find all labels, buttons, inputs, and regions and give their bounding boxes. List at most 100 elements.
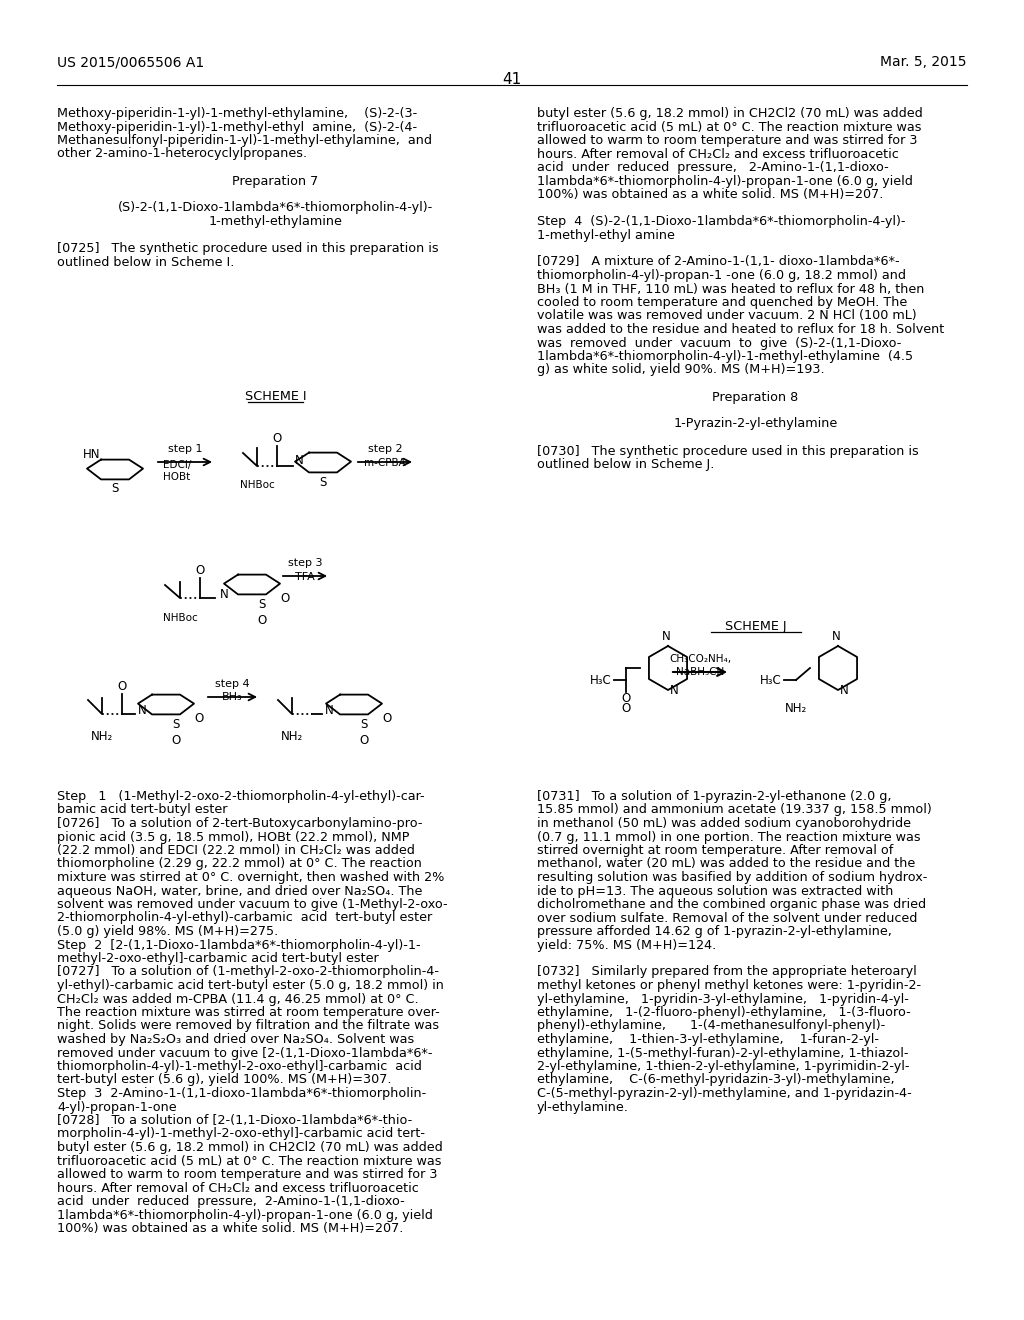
- Text: in methanol (50 mL) was added sodium cyanoborohydride: in methanol (50 mL) was added sodium cya…: [537, 817, 911, 830]
- Text: BH₃ (1 M in THF, 110 mL) was heated to reflux for 48 h, then: BH₃ (1 M in THF, 110 mL) was heated to r…: [537, 282, 925, 296]
- Text: O: O: [382, 711, 391, 725]
- Text: [0732]   Similarly prepared from the appropriate heteroaryl: [0732] Similarly prepared from the appro…: [537, 965, 916, 978]
- Text: methyl ketones or phenyl methyl ketones were: 1-pyridin-2-: methyl ketones or phenyl methyl ketones …: [537, 979, 922, 993]
- Text: Preparation 8: Preparation 8: [713, 391, 799, 404]
- Text: [0725]   The synthetic procedure used in this preparation is: [0725] The synthetic procedure used in t…: [57, 242, 438, 255]
- Text: dicholromethane and the combined organic phase was dried: dicholromethane and the combined organic…: [537, 898, 926, 911]
- Text: acid  under  reduced  pressure,  2-Amino-1-(1,1-dioxo-: acid under reduced pressure, 2-Amino-1-(…: [57, 1195, 404, 1208]
- Text: 1-Pyrazin-2-yl-ethylamine: 1-Pyrazin-2-yl-ethylamine: [674, 417, 838, 430]
- Text: NHBoc: NHBoc: [240, 480, 274, 490]
- Text: [0726]   To a solution of 2-tert-Butoxycarbonylamino-pro-: [0726] To a solution of 2-tert-Butoxycar…: [57, 817, 423, 830]
- Text: thiomorpholin-4-yl)-propan-1 -one (6.0 g, 18.2 mmol) and: thiomorpholin-4-yl)-propan-1 -one (6.0 g…: [537, 269, 906, 282]
- Text: pionic acid (3.5 g, 18.5 mmol), HOBt (22.2 mmol), NMP: pionic acid (3.5 g, 18.5 mmol), HOBt (22…: [57, 830, 410, 843]
- Text: methyl-2-oxo-ethyl]-carbamic acid tert-butyl ester: methyl-2-oxo-ethyl]-carbamic acid tert-b…: [57, 952, 379, 965]
- Text: O: O: [622, 701, 631, 714]
- Text: CH₂Cl₂ was added m-CPBA (11.4 g, 46.25 mmol) at 0° C.: CH₂Cl₂ was added m-CPBA (11.4 g, 46.25 m…: [57, 993, 419, 1006]
- Text: O: O: [257, 614, 266, 627]
- Text: EDCI/: EDCI/: [163, 459, 191, 470]
- Text: 1lambda*6*-thiomorpholin-4-yl)-propan-1-one (6.0 g, yield: 1lambda*6*-thiomorpholin-4-yl)-propan-1-…: [57, 1209, 433, 1221]
- Text: bamic acid tert-butyl ester: bamic acid tert-butyl ester: [57, 804, 227, 817]
- Text: 1lambda*6*-thiomorpholin-4-yl)-propan-1-one (6.0 g, yield: 1lambda*6*-thiomorpholin-4-yl)-propan-1-…: [537, 174, 912, 187]
- Text: NaBH₃CN: NaBH₃CN: [676, 667, 724, 677]
- Text: thiomorpholin-4-yl)-1-methyl-2-oxo-ethyl]-carbamic  acid: thiomorpholin-4-yl)-1-methyl-2-oxo-ethyl…: [57, 1060, 422, 1073]
- Text: tert-butyl ester (5.6 g), yield 100%. MS (M+H)=307.: tert-butyl ester (5.6 g), yield 100%. MS…: [57, 1073, 391, 1086]
- Text: TFA: TFA: [295, 572, 314, 582]
- Text: butyl ester (5.6 g, 18.2 mmol) in CH2Cl2 (70 mL) was added: butyl ester (5.6 g, 18.2 mmol) in CH2Cl2…: [537, 107, 923, 120]
- Text: (5.0 g) yield 98%. MS (M+H)=275.: (5.0 g) yield 98%. MS (M+H)=275.: [57, 925, 279, 939]
- Text: stirred overnight at room temperature. After removal of: stirred overnight at room temperature. A…: [537, 843, 893, 857]
- Text: step 3: step 3: [288, 558, 323, 568]
- Text: morpholin-4-yl)-1-methyl-2-oxo-ethyl]-carbamic acid tert-: morpholin-4-yl)-1-methyl-2-oxo-ethyl]-ca…: [57, 1127, 425, 1140]
- Text: was added to the residue and heated to reflux for 18 h. Solvent: was added to the residue and heated to r…: [537, 323, 944, 337]
- Text: S: S: [319, 475, 327, 488]
- Text: ethylamine,    1-thien-3-yl-ethylamine,    1-furan-2-yl-: ethylamine, 1-thien-3-yl-ethylamine, 1-f…: [537, 1034, 879, 1045]
- Text: 1-methyl-ethyl amine: 1-methyl-ethyl amine: [537, 228, 675, 242]
- Text: O: O: [359, 734, 369, 747]
- Text: 1lambda*6*-thiomorpholin-4-yl)-1-methyl-ethylamine  (4.5: 1lambda*6*-thiomorpholin-4-yl)-1-methyl-…: [537, 350, 913, 363]
- Text: other 2-amino-1-heterocyclylpropanes.: other 2-amino-1-heterocyclylpropanes.: [57, 148, 307, 161]
- Text: 2-thiomorpholin-4-yl-ethyl)-carbamic  acid  tert-butyl ester: 2-thiomorpholin-4-yl-ethyl)-carbamic aci…: [57, 912, 432, 924]
- Text: night. Solids were removed by filtration and the filtrate was: night. Solids were removed by filtration…: [57, 1019, 439, 1032]
- Text: over sodium sulfate. Removal of the solvent under reduced: over sodium sulfate. Removal of the solv…: [537, 912, 918, 924]
- Text: Step   1   (1-Methyl-2-oxo-2-thiomorpholin-4-yl-ethyl)-car-: Step 1 (1-Methyl-2-oxo-2-thiomorpholin-4…: [57, 789, 425, 803]
- Text: N: N: [831, 630, 841, 643]
- Text: (0.7 g, 11.1 mmol) in one portion. The reaction mixture was: (0.7 g, 11.1 mmol) in one portion. The r…: [537, 830, 921, 843]
- Text: C-(5-methyl-pyrazin-2-yl)-methylamine, and 1-pyridazin-4-: C-(5-methyl-pyrazin-2-yl)-methylamine, a…: [537, 1086, 911, 1100]
- Text: ide to pH=13. The aqueous solution was extracted with: ide to pH=13. The aqueous solution was e…: [537, 884, 893, 898]
- Text: [0729]   A mixture of 2-Amino-1-(1,1- dioxo-1lambda*6*-: [0729] A mixture of 2-Amino-1-(1,1- diox…: [537, 256, 900, 268]
- Text: yield: 75%. MS (M+H)=124.: yield: 75%. MS (M+H)=124.: [537, 939, 716, 952]
- Text: N: N: [325, 704, 334, 717]
- Text: mixture was stirred at 0° C. overnight, then washed with 2%: mixture was stirred at 0° C. overnight, …: [57, 871, 444, 884]
- Text: H₃C: H₃C: [590, 673, 611, 686]
- Text: O: O: [171, 734, 180, 747]
- Text: butyl ester (5.6 g, 18.2 mmol) in CH2Cl2 (70 mL) was added: butyl ester (5.6 g, 18.2 mmol) in CH2Cl2…: [57, 1140, 442, 1154]
- Text: trifluoroacetic acid (5 mL) at 0° C. The reaction mixture was: trifluoroacetic acid (5 mL) at 0° C. The…: [57, 1155, 441, 1167]
- Text: ethylamine,    C-(6-methyl-pyridazin-3-yl)-methylamine,: ethylamine, C-(6-methyl-pyridazin-3-yl)-…: [537, 1073, 895, 1086]
- Text: BH₃: BH₃: [221, 692, 243, 702]
- Text: N: N: [662, 630, 671, 643]
- Text: outlined below in Scheme I.: outlined below in Scheme I.: [57, 256, 234, 268]
- Text: Methoxy-piperidin-1-yl)-1-methyl-ethylamine,    (S)-2-(3-: Methoxy-piperidin-1-yl)-1-methyl-ethylam…: [57, 107, 417, 120]
- Text: m-CPBA: m-CPBA: [365, 458, 406, 469]
- Text: [0730]   The synthetic procedure used in this preparation is: [0730] The synthetic procedure used in t…: [537, 445, 919, 458]
- Text: 15.85 mmol) and ammonium acetate (19.337 g, 158.5 mmol): 15.85 mmol) and ammonium acetate (19.337…: [537, 804, 932, 817]
- Text: 100%) was obtained as a white solid. MS (M+H)=207.: 100%) was obtained as a white solid. MS …: [57, 1222, 403, 1236]
- Text: allowed to warm to room temperature and was stirred for 3: allowed to warm to room temperature and …: [57, 1168, 437, 1181]
- Text: [0731]   To a solution of 1-pyrazin-2-yl-ethanone (2.0 g,: [0731] To a solution of 1-pyrazin-2-yl-e…: [537, 789, 892, 803]
- Text: step 4: step 4: [215, 678, 249, 689]
- Text: SCHEME J: SCHEME J: [725, 620, 786, 634]
- Text: 100%) was obtained as a white solid. MS (M+H)=207.: 100%) was obtained as a white solid. MS …: [537, 187, 884, 201]
- Text: O: O: [194, 711, 203, 725]
- Text: resulting solution was basified by addition of sodium hydrox-: resulting solution was basified by addit…: [537, 871, 928, 884]
- Text: S: S: [112, 483, 119, 495]
- Text: allowed to warm to room temperature and was stirred for 3: allowed to warm to room temperature and …: [537, 135, 918, 147]
- Text: was  removed  under  vacuum  to  give  (S)-2-(1,1-Dioxo-: was removed under vacuum to give (S)-2-(…: [537, 337, 901, 350]
- Text: washed by Na₂S₂O₃ and dried over Na₂SO₄. Solvent was: washed by Na₂S₂O₃ and dried over Na₂SO₄.…: [57, 1034, 415, 1045]
- Text: SCHEME I: SCHEME I: [245, 389, 306, 403]
- Text: HN: HN: [83, 449, 100, 462]
- Text: methanol, water (20 mL) was added to the residue and the: methanol, water (20 mL) was added to the…: [537, 858, 915, 870]
- Text: S: S: [172, 718, 179, 730]
- Text: Methoxy-piperidin-1-yl)-1-methyl-ethyl  amine,  (S)-2-(4-: Methoxy-piperidin-1-yl)-1-methyl-ethyl a…: [57, 120, 417, 133]
- Text: g) as white solid, yield 90%. MS (M+H)=193.: g) as white solid, yield 90%. MS (M+H)=1…: [537, 363, 824, 376]
- Text: ethylamine, 1-(5-methyl-furan)-2-yl-ethylamine, 1-thiazol-: ethylamine, 1-(5-methyl-furan)-2-yl-ethy…: [537, 1047, 908, 1060]
- Text: HOBt: HOBt: [164, 473, 190, 482]
- Text: Step  3  2-Amino-1-(1,1-dioxo-1lambda*6*-thiomorpholin-: Step 3 2-Amino-1-(1,1-dioxo-1lambda*6*-t…: [57, 1086, 426, 1100]
- Text: 2-yl-ethylamine, 1-thien-2-yl-ethylamine, 1-pyrimidin-2-yl-: 2-yl-ethylamine, 1-thien-2-yl-ethylamine…: [537, 1060, 909, 1073]
- Text: pressure afforded 14.62 g of 1-pyrazin-2-yl-ethylamine,: pressure afforded 14.62 g of 1-pyrazin-2…: [537, 925, 892, 939]
- Text: thiomorpholine (2.29 g, 22.2 mmol) at 0° C. The reaction: thiomorpholine (2.29 g, 22.2 mmol) at 0°…: [57, 858, 422, 870]
- Text: Preparation 7: Preparation 7: [232, 174, 318, 187]
- Text: phenyl)-ethylamine,      1-(4-methanesulfonyl-phenyl)-: phenyl)-ethylamine, 1-(4-methanesulfonyl…: [537, 1019, 886, 1032]
- Text: N: N: [840, 684, 849, 697]
- Text: hours. After removal of CH₂Cl₂ and excess trifluoroacetic: hours. After removal of CH₂Cl₂ and exces…: [537, 148, 899, 161]
- Text: [0728]   To a solution of [2-(1,1-Dioxo-1lambda*6*-thio-: [0728] To a solution of [2-(1,1-Dioxo-1l…: [57, 1114, 413, 1127]
- Text: S: S: [258, 598, 265, 610]
- Text: volatile was was removed under vacuum. 2 N HCl (100 mL): volatile was was removed under vacuum. 2…: [537, 309, 916, 322]
- Text: S: S: [360, 718, 368, 730]
- Text: ethylamine,   1-(2-fluoro-phenyl)-ethylamine,   1-(3-fluoro-: ethylamine, 1-(2-fluoro-phenyl)-ethylami…: [537, 1006, 910, 1019]
- Text: N: N: [138, 704, 146, 717]
- Text: aqueous NaOH, water, brine, and dried over Na₂SO₄. The: aqueous NaOH, water, brine, and dried ov…: [57, 884, 422, 898]
- Text: O: O: [622, 692, 631, 705]
- Text: CH₃CO₂NH₄,: CH₃CO₂NH₄,: [669, 653, 731, 664]
- Text: [0727]   To a solution of (1-methyl-2-oxo-2-thiomorpholin-4-: [0727] To a solution of (1-methyl-2-oxo-…: [57, 965, 439, 978]
